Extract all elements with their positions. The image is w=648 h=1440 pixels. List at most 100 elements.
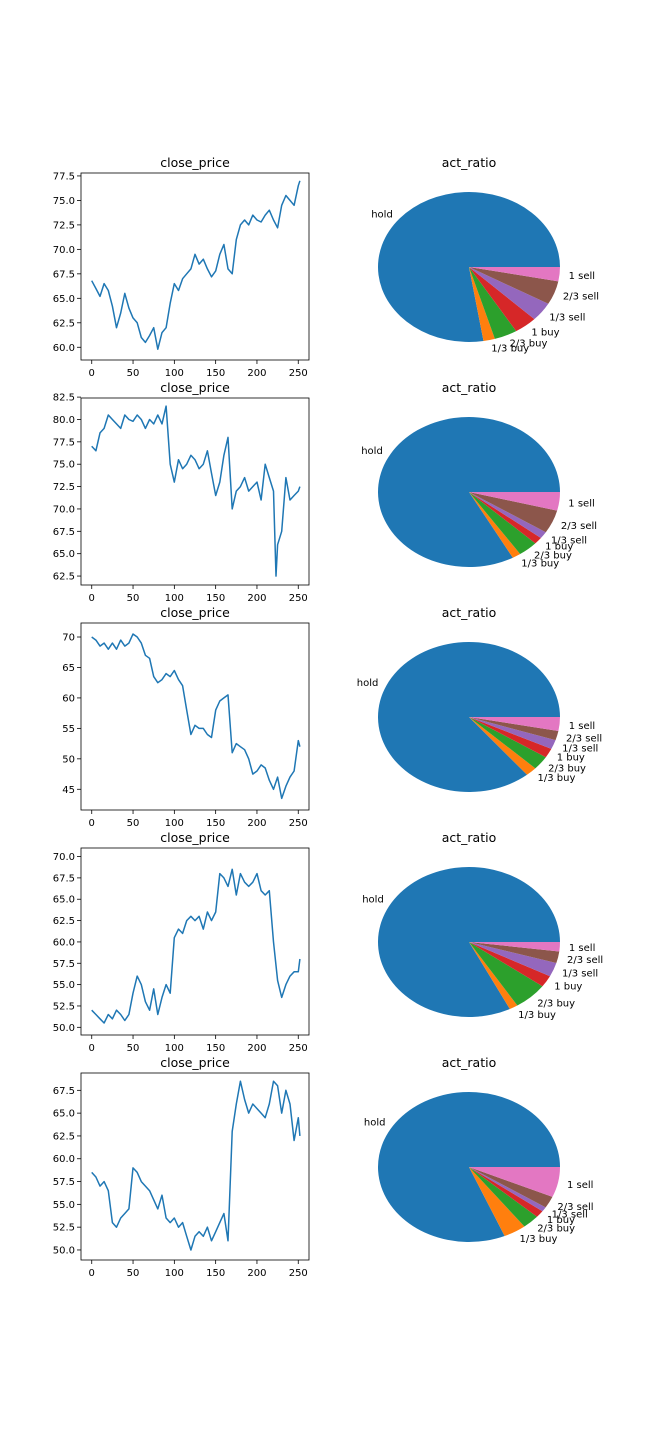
y-tick-label: 55.0 bbox=[53, 1200, 75, 1211]
pie-label: 1/3 sell bbox=[562, 969, 598, 980]
line-chart-title: close_price bbox=[160, 1055, 230, 1070]
y-tick-label: 70.0 bbox=[53, 245, 75, 256]
price-series-line bbox=[91, 1080, 301, 1251]
pie-chart-title: act_ratio bbox=[442, 605, 497, 620]
pie-slice-2-3-buy bbox=[469, 1167, 538, 1227]
line-chart-2: close_price 0 50 100 150 200 250 62.5 65.0 67.5 70… bbox=[53, 380, 310, 604]
plot-frame bbox=[80, 172, 310, 361]
y-tick-label: 67.5 bbox=[53, 873, 75, 884]
pie-label: 1/3 buy bbox=[538, 773, 576, 784]
pie-label: 1/3 sell bbox=[549, 312, 585, 323]
pie-slice-1-sell bbox=[469, 1167, 560, 1197]
pie-label: 1/3 sell bbox=[562, 743, 598, 754]
line-chart-4: close_price 0 50 100 150 200 250 50.0 52.5 55.0 57… bbox=[53, 830, 310, 1054]
y-tick-label: 50.0 bbox=[53, 1245, 75, 1256]
pie-label: 1/3 buy bbox=[520, 1234, 558, 1245]
pie-label: hold bbox=[371, 210, 393, 221]
y-tick-label: 67.5 bbox=[53, 1086, 75, 1097]
pie-slice-1-buy bbox=[469, 492, 541, 544]
y-tick-label: 65.0 bbox=[53, 1109, 75, 1120]
x-tick-label: 250 bbox=[289, 1043, 308, 1054]
y-tick-label: 80.0 bbox=[53, 415, 75, 426]
pie-slice-1-3-sell bbox=[469, 942, 557, 977]
y-tick-label: 65 bbox=[62, 663, 75, 674]
pie-slice-2-3-buy bbox=[469, 942, 543, 1006]
y-tick-label: 77.5 bbox=[53, 437, 75, 448]
price-series-line bbox=[91, 868, 301, 1024]
plot-frame bbox=[80, 1072, 310, 1261]
x-tick-label: 150 bbox=[206, 593, 225, 604]
y-tick-label: 52.5 bbox=[53, 1001, 75, 1012]
x-tick-label: 150 bbox=[206, 368, 225, 379]
pie-label: 2/3 buy bbox=[537, 1223, 575, 1234]
pie-slice-hold bbox=[378, 416, 560, 567]
x-tick-label: 0 bbox=[89, 593, 95, 604]
y-tick-label: 82.5 bbox=[53, 393, 75, 404]
pie-slice-1-sell bbox=[469, 492, 560, 511]
x-tick-label: 150 bbox=[206, 1268, 225, 1279]
x-tick-label: 200 bbox=[247, 593, 266, 604]
pie-label: 2/3 sell bbox=[566, 734, 602, 745]
y-tick-label: 62.5 bbox=[53, 572, 75, 583]
plot-frame bbox=[80, 397, 310, 586]
pie-slice-1-buy bbox=[469, 717, 552, 758]
pie-slice-1-3-buy bbox=[469, 717, 536, 775]
pie-slice-1-3-buy bbox=[469, 492, 521, 558]
line-chart-title: close_price bbox=[160, 830, 230, 845]
y-tick-label: 52.5 bbox=[53, 1223, 75, 1234]
y-tick-label: 70.0 bbox=[53, 504, 75, 515]
pie-chart-title: act_ratio bbox=[442, 830, 497, 845]
x-tick-label: 100 bbox=[165, 818, 184, 829]
line-chart-title: close_price bbox=[160, 155, 230, 170]
pie-slice-1-sell bbox=[469, 267, 560, 282]
pie-label: 1 sell bbox=[569, 271, 595, 282]
y-tick-label: 60.0 bbox=[53, 343, 75, 354]
x-tick-label: 250 bbox=[289, 593, 308, 604]
price-series-line bbox=[91, 405, 301, 577]
pie-slice-1-3-sell bbox=[469, 1167, 546, 1212]
pie-label: 1 buy bbox=[557, 753, 585, 764]
pie-label: 1/3 sell bbox=[552, 1210, 588, 1221]
pie-label: 1 sell bbox=[568, 498, 594, 509]
x-tick-label: 200 bbox=[247, 1043, 266, 1054]
pie-label: hold bbox=[362, 895, 384, 906]
y-tick-label: 62.5 bbox=[53, 318, 75, 329]
pie-slice-1-3-sell bbox=[469, 492, 546, 538]
x-tick-label: 0 bbox=[89, 1043, 95, 1054]
x-tick-label: 0 bbox=[89, 368, 95, 379]
pie-label: 1 buy bbox=[547, 1215, 575, 1226]
x-tick-label: 250 bbox=[289, 368, 308, 379]
pie-slice-2-3-sell bbox=[469, 942, 560, 964]
x-tick-label: 0 bbox=[89, 818, 95, 829]
pie-slice-hold bbox=[377, 642, 560, 793]
x-tick-label: 50 bbox=[127, 1043, 140, 1054]
pie-label: 1 sell bbox=[569, 721, 595, 732]
pie-label: 1/3 buy bbox=[491, 343, 529, 354]
y-tick-label: 60.0 bbox=[53, 1154, 75, 1165]
y-tick-label: 57.5 bbox=[53, 959, 75, 970]
x-tick-label: 100 bbox=[165, 1043, 184, 1054]
pie-chart-title: act_ratio bbox=[442, 380, 497, 395]
line-chart-1: close_price 0 50 100 150 200 250 60.0 62.5 65.0 67… bbox=[53, 155, 310, 379]
pie-slice-2-3-sell bbox=[469, 1167, 553, 1208]
pie-label: 1 buy bbox=[545, 542, 573, 553]
x-tick-label: 50 bbox=[127, 1268, 140, 1279]
pie-slice-1-sell bbox=[469, 717, 560, 732]
pie-label: 2/3 sell bbox=[557, 1202, 593, 1213]
pie-slice-hold bbox=[378, 192, 560, 343]
x-tick-label: 150 bbox=[206, 1043, 225, 1054]
y-tick-label: 57.5 bbox=[53, 1177, 75, 1188]
plot-frame bbox=[80, 622, 310, 811]
x-tick-label: 200 bbox=[247, 1268, 266, 1279]
x-tick-label: 100 bbox=[165, 593, 184, 604]
x-tick-label: 100 bbox=[165, 368, 184, 379]
y-tick-label: 65.0 bbox=[53, 549, 75, 560]
pie-slice-1-buy bbox=[469, 267, 535, 332]
pie-label: 2/3 sell bbox=[561, 521, 597, 532]
pie-label: hold bbox=[361, 446, 383, 457]
pie-slice-1-sell bbox=[469, 942, 560, 952]
